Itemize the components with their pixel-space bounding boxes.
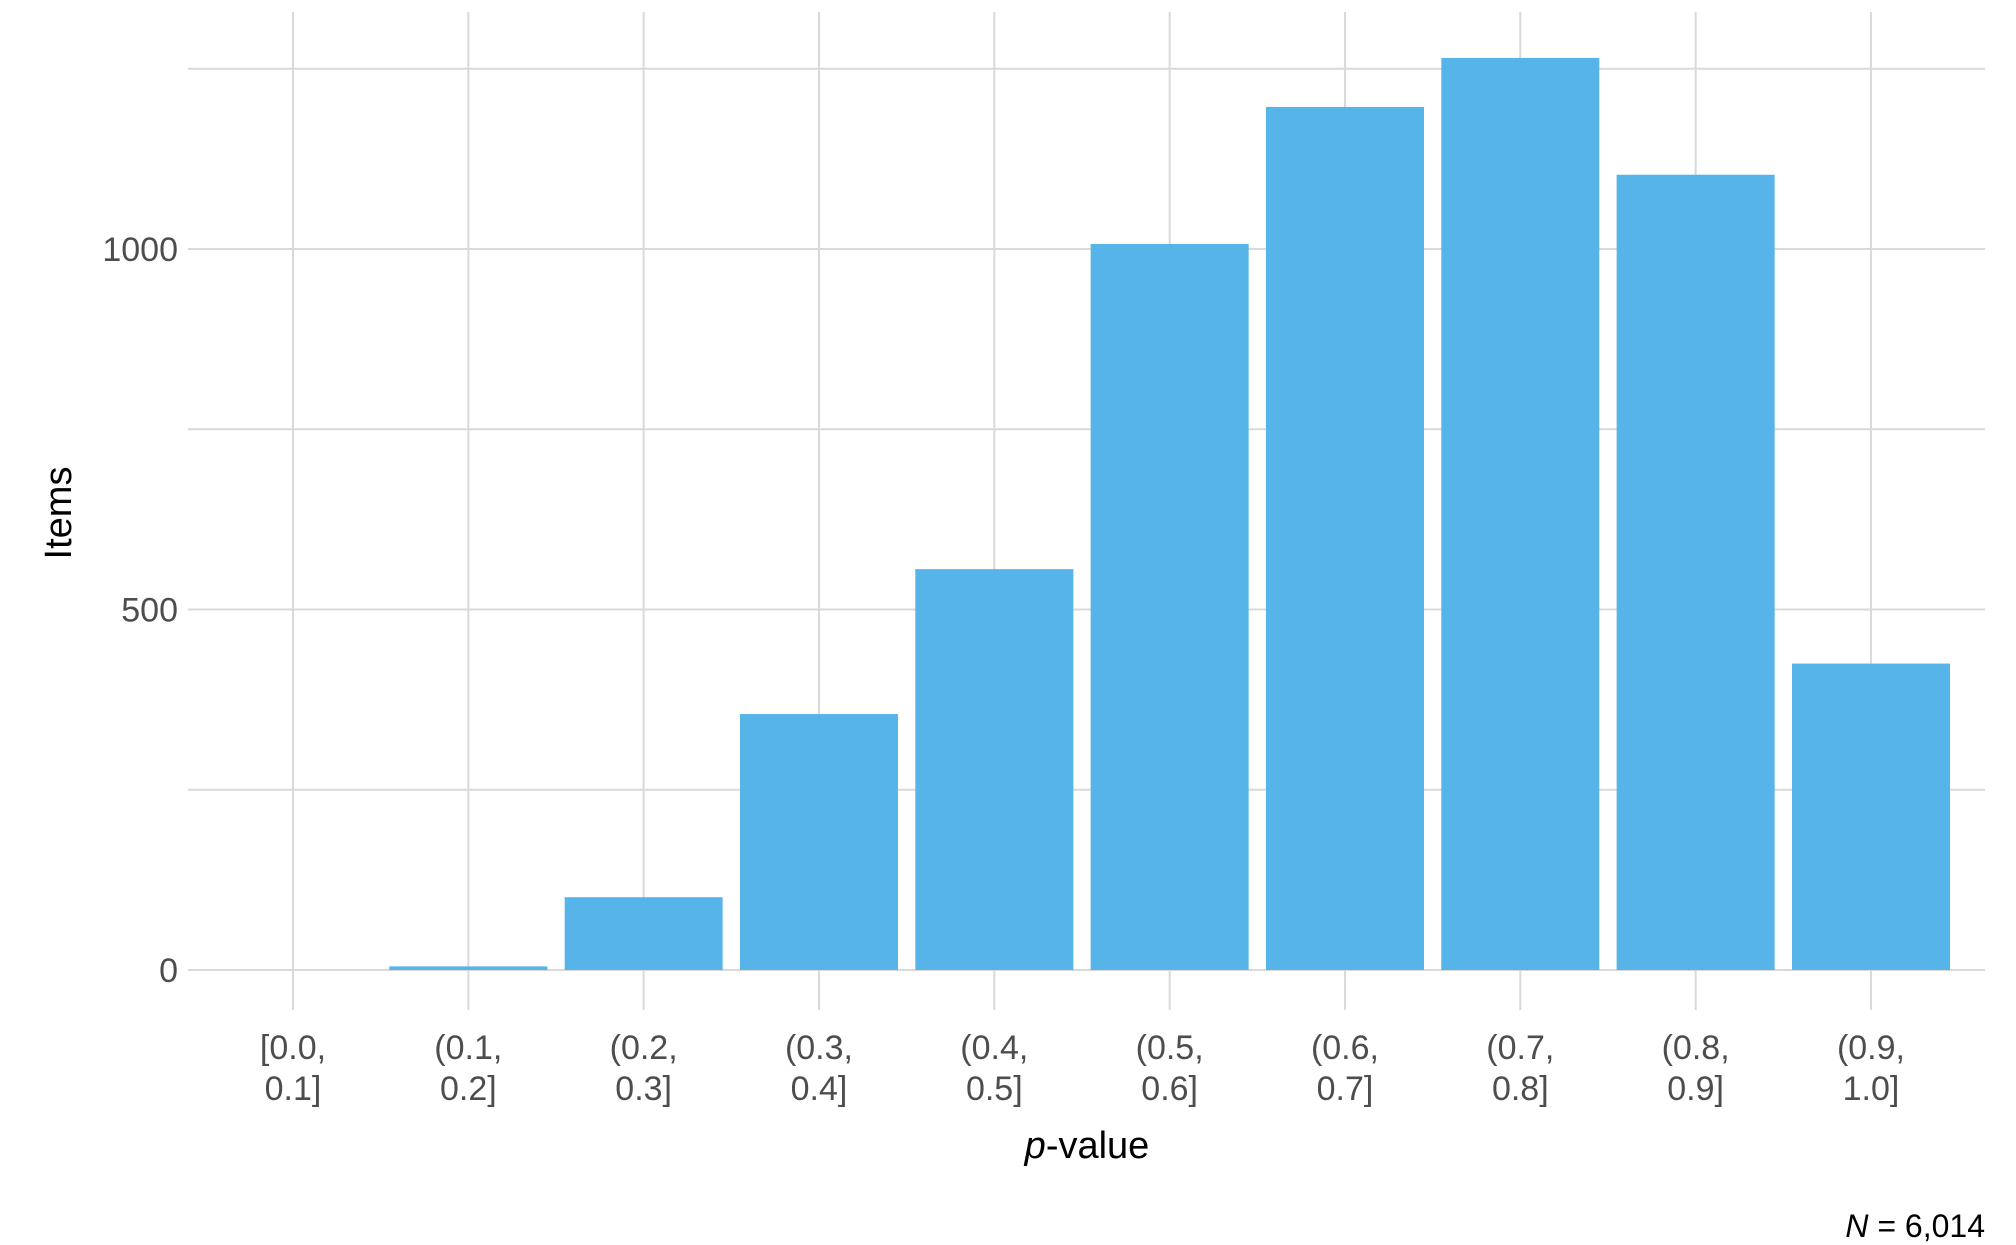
x-axis-title: p-value (1024, 1125, 1150, 1167)
x-tick-label: (0.1, 0.2] (434, 1029, 502, 1108)
bar (389, 966, 548, 970)
x-tick-label: (0.7, 0.8] (1486, 1029, 1554, 1108)
bar (564, 897, 723, 970)
x-tick-label: (0.2, 0.3] (610, 1029, 678, 1108)
y-tick-label: 1000 (102, 231, 178, 269)
sample-size-caption: N = 6,014 (1845, 1208, 1985, 1244)
y-axis-title: Items (38, 467, 80, 560)
bar (1441, 57, 1600, 971)
bar (915, 569, 1074, 970)
bar (1265, 106, 1424, 970)
bar (1090, 243, 1249, 970)
y-tick-label: 0 (159, 952, 178, 990)
y-tick-label: 500 (121, 592, 178, 630)
y-axis-tick-labels: 0 500 1000 (102, 231, 178, 990)
caption-italic: N (1845, 1208, 1869, 1244)
bar (739, 714, 898, 970)
bars (389, 57, 1950, 971)
x-axis-tick-labels: [0.0, 0.1] (0.1, 0.2] (0.2, 0.3] (0.3, 0.4] (0.4… (260, 1029, 1905, 1108)
x-tick-label: (0.4, 0.5] (960, 1029, 1028, 1108)
x-axis-title-rest: -value (1046, 1125, 1150, 1167)
x-tick-label: [0.0, 0.1] (260, 1029, 326, 1108)
x-tick-label: (0.8, 0.9] (1662, 1029, 1730, 1108)
caption-rest: = 6,014 (1868, 1208, 1985, 1244)
x-tick-label: (0.5, 0.6] (1136, 1029, 1204, 1108)
x-axis-title-italic: p (1024, 1125, 1046, 1167)
bar (1616, 174, 1775, 970)
x-tick-label: (0.9, 1.0] (1837, 1029, 1905, 1108)
x-tick-label: (0.3, 0.4] (785, 1029, 853, 1108)
bar (1791, 663, 1950, 970)
x-tick-label: (0.6, 0.7] (1311, 1029, 1379, 1108)
